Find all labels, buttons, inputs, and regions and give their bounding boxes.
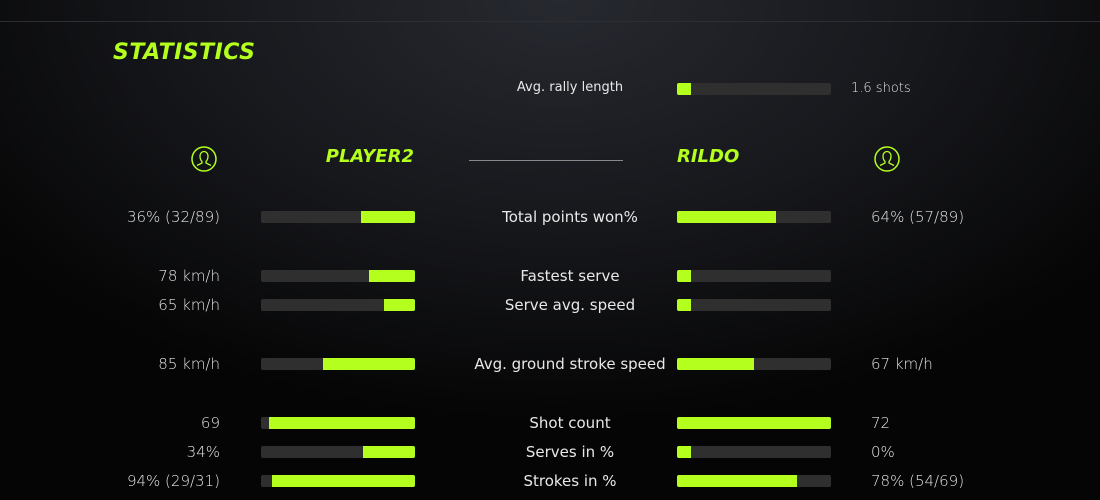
stat-row-strokes-in: 94% (29/31) Strokes in % 78% (54/69)	[0, 472, 1100, 492]
left-bar-fill	[322, 358, 415, 370]
right-bar-fill	[677, 417, 831, 429]
stat-row-serves-in: 34% Serves in % 0%	[0, 443, 1100, 463]
left-bar	[261, 358, 415, 370]
right-bar	[677, 446, 831, 458]
right-value: 64% (57/89)	[871, 208, 965, 226]
right-bar	[677, 270, 831, 282]
right-bar-fill	[677, 83, 691, 95]
right-value: 1.6 shots	[851, 81, 911, 96]
right-bar	[677, 475, 831, 487]
right-bar	[677, 211, 831, 223]
stat-label: Total points won%	[502, 208, 638, 226]
stat-label: Serve avg. speed	[504, 296, 636, 314]
header-divider	[469, 160, 623, 161]
stat-row-fastest-serve: 78 km/h Fastest serve	[0, 267, 1100, 287]
top-divider	[0, 21, 1100, 22]
right-bar-fill	[677, 358, 754, 370]
user-circle-icon	[874, 146, 900, 172]
stat-label: Serves in %	[525, 443, 615, 461]
left-value: 69	[200, 414, 220, 432]
left-bar	[261, 299, 415, 311]
left-bar-fill	[362, 446, 415, 458]
stat-label: Shot count	[529, 414, 611, 432]
stat-label: Strokes in %	[523, 472, 617, 490]
left-player-name: PLAYER2	[325, 146, 414, 167]
right-player-name: RILDO	[677, 146, 740, 167]
left-bar-fill	[384, 299, 415, 311]
left-value: 78 km/h	[158, 267, 220, 285]
left-bar	[261, 270, 415, 282]
left-value: 34%	[186, 443, 220, 461]
left-value: 65 km/h	[158, 296, 220, 314]
right-value: 0%	[871, 443, 895, 461]
right-bar-fill	[677, 270, 691, 282]
left-value: 36% (32/89)	[126, 208, 220, 226]
stat-row-ground-stroke-speed: 85 km/h Avg. ground stroke speed 67 km/h	[0, 355, 1100, 375]
left-bar	[261, 446, 415, 458]
right-bar-fill	[677, 446, 691, 458]
right-value: 72	[871, 414, 891, 432]
left-bar-fill	[361, 211, 415, 223]
stat-row-rally: Avg. rally length 1.6 shots	[0, 80, 1100, 100]
stat-row-serve-avg-speed: 65 km/h Serve avg. speed	[0, 296, 1100, 316]
stat-label: Avg. rally length	[516, 80, 624, 95]
right-value: 67 km/h	[871, 355, 933, 373]
left-bar-fill	[268, 417, 415, 429]
left-bar	[261, 417, 415, 429]
user-circle-icon	[191, 146, 217, 172]
right-bar-fill	[677, 475, 798, 487]
stat-label: Fastest serve	[520, 267, 620, 285]
right-bar	[677, 83, 831, 95]
left-bar-fill	[271, 475, 415, 487]
stat-row-total-points: 36% (32/89) Total points won% 64% (57/89…	[0, 208, 1100, 228]
stat-label: Avg. ground stroke speed	[474, 355, 666, 373]
right-value: 78% (54/69)	[871, 472, 965, 490]
right-bar	[677, 358, 831, 370]
right-bar	[677, 417, 831, 429]
page-title: STATISTICS	[113, 40, 256, 65]
left-bar	[261, 475, 415, 487]
left-value: 94% (29/31)	[126, 472, 220, 490]
left-value: 85 km/h	[158, 355, 220, 373]
stat-row-shot-count: 69 Shot count 72	[0, 414, 1100, 434]
left-bar	[261, 211, 415, 223]
left-bar-fill	[368, 270, 415, 282]
right-bar	[677, 299, 831, 311]
right-bar-fill	[677, 299, 691, 311]
right-bar-fill	[677, 211, 776, 223]
